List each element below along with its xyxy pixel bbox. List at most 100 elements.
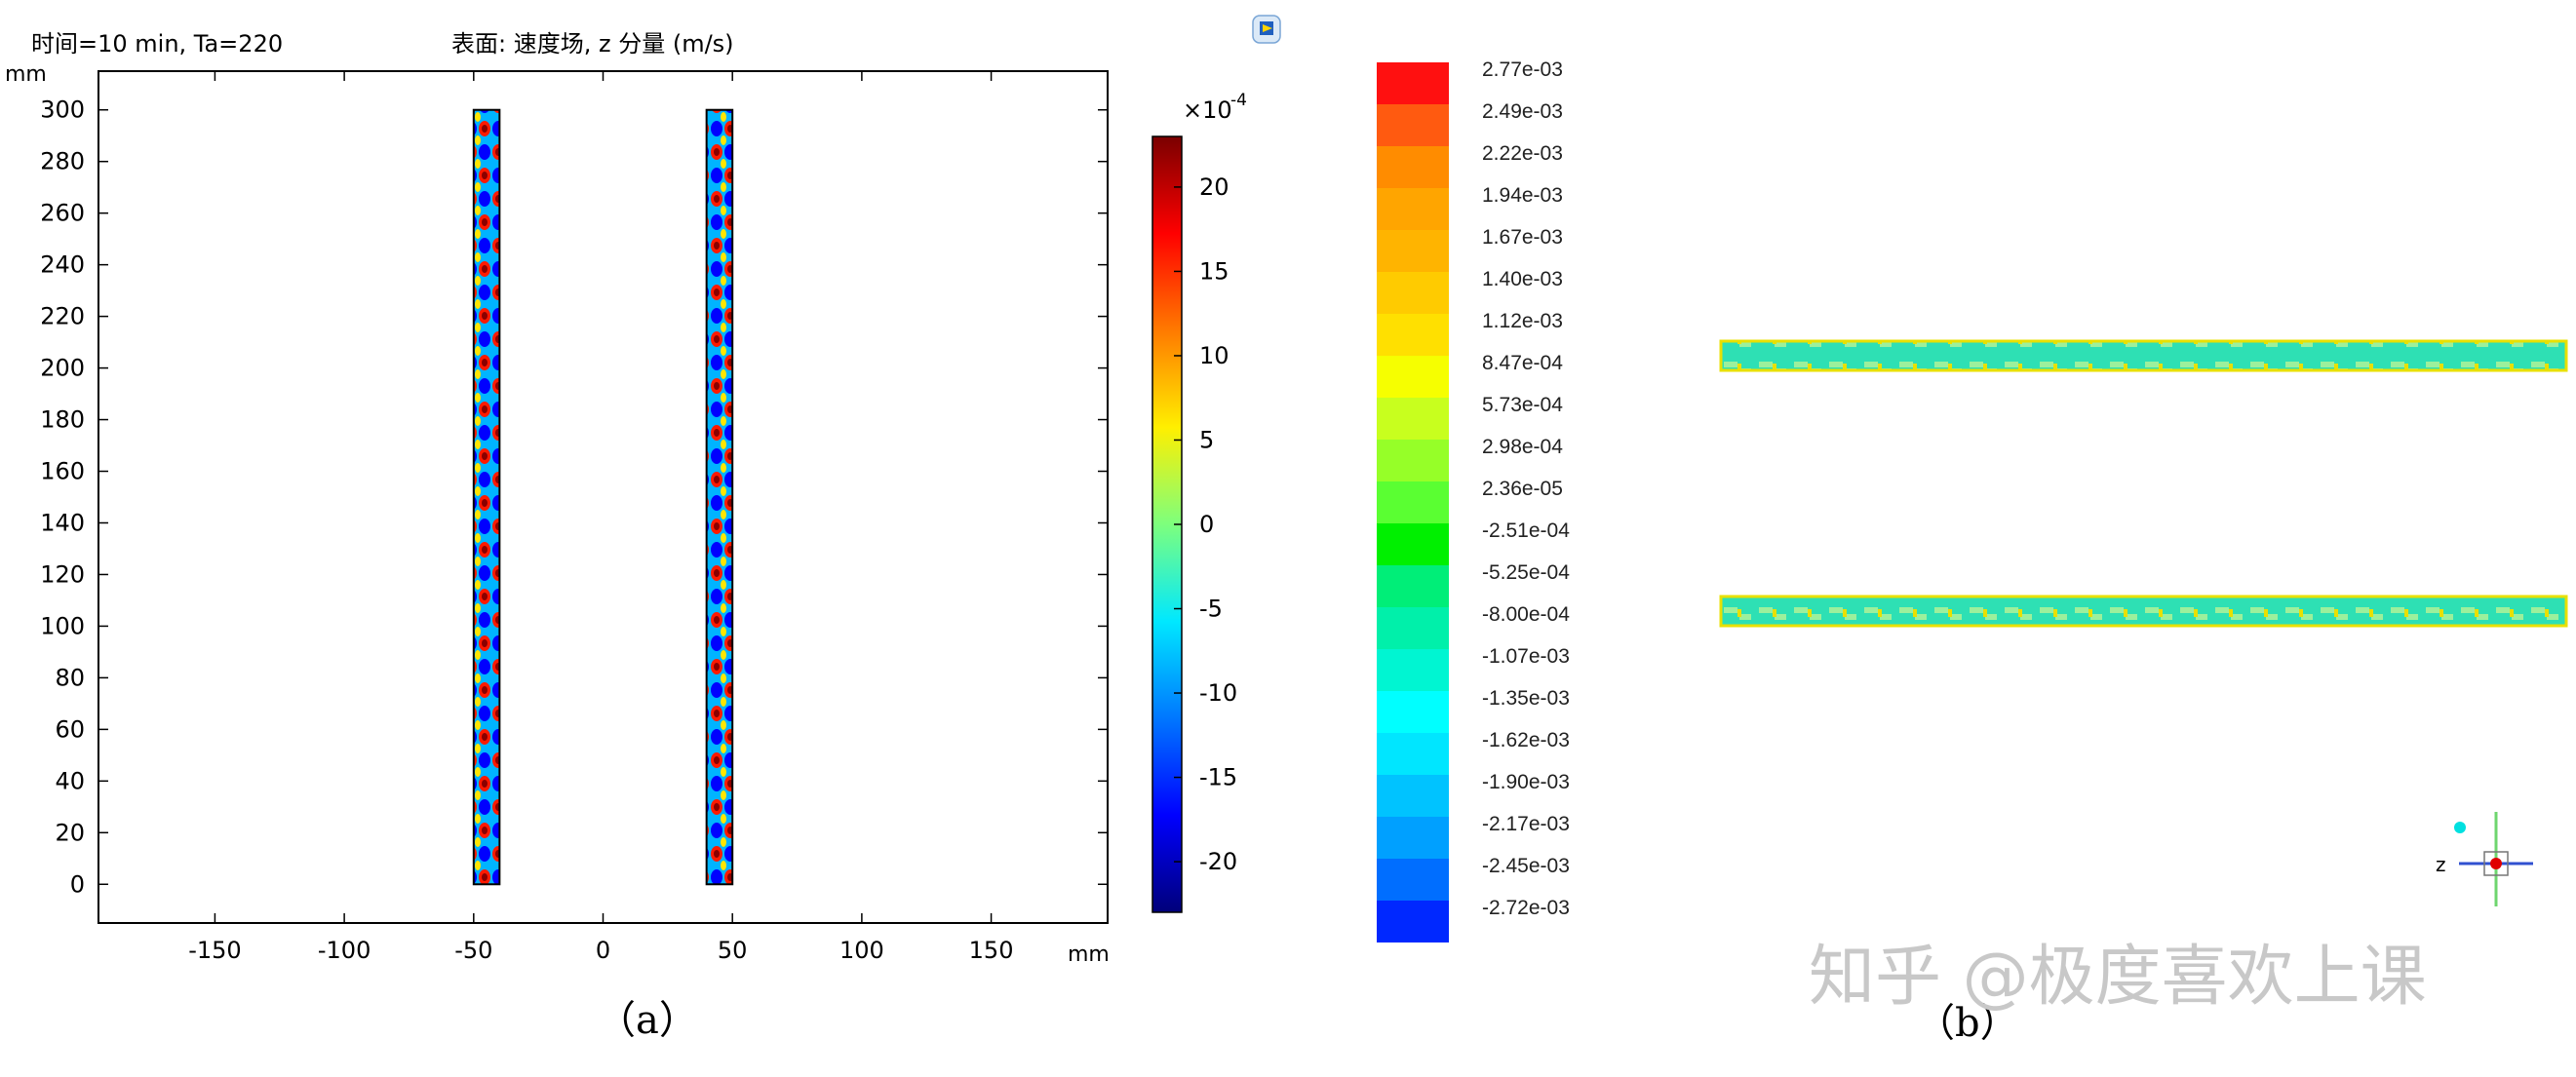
x-tick-label: -150 — [188, 937, 241, 964]
colorbar-tick-label: 10 — [1199, 342, 1229, 369]
y-tick-label: 240 — [40, 251, 85, 279]
velocity-plot: -150 -100 -50 0 50 100 150 0 20 40 60 80 100 120 140 1… — [40, 70, 1109, 964]
legend-swatch — [1377, 230, 1449, 272]
colorbar-ticks: 20 15 10 5 0 -5 -10 -15 -20 — [1174, 173, 1237, 875]
axis-triad: z — [2436, 812, 2533, 906]
legend-level-label: -1.07e-03 — [1482, 645, 1570, 668]
caption-a: （a） — [597, 998, 698, 1043]
y-tick-label: 140 — [40, 509, 85, 536]
watermark: 知乎 @极度喜欢上课 — [1809, 939, 2427, 1016]
x-unit-label: mm — [1068, 942, 1110, 967]
legend-swatch — [1377, 565, 1449, 607]
legend-swatch — [1377, 314, 1449, 356]
legend-level-label: 2.22e-03 — [1482, 142, 1563, 165]
legend-swatch — [1377, 104, 1449, 146]
legend-swatch — [1377, 523, 1449, 565]
colorbar-tick-label: 0 — [1199, 511, 1214, 538]
legend-level-label: 8.47e-04 — [1482, 352, 1563, 374]
legend-level-label: -1.62e-03 — [1482, 729, 1570, 751]
legend-swatch — [1377, 817, 1449, 859]
legend-level-label: -2.51e-04 — [1482, 519, 1570, 542]
colorbar-a: ×10 -4 20 15 10 5 0 -5 -10 -15 -20 — [1151, 91, 1247, 913]
y-tick-label: 0 — [70, 870, 85, 898]
legend-level-label: 1.12e-03 — [1482, 310, 1563, 332]
colorbar-tick-label: -5 — [1199, 596, 1223, 623]
legend-swatch — [1377, 733, 1449, 775]
colorbar-tick-label: 20 — [1199, 173, 1229, 201]
y-tick-label: 20 — [55, 819, 85, 846]
legend-level-label: 2.49e-03 — [1482, 100, 1563, 123]
legend-swatch — [1377, 356, 1449, 398]
x-tick-label: 150 — [969, 937, 1014, 964]
y-tick-label: 300 — [40, 96, 85, 124]
legend-swatch — [1377, 481, 1449, 523]
colorbar-tick-label: -10 — [1199, 679, 1237, 707]
legend-level-label: -2.45e-03 — [1482, 855, 1570, 877]
x-tick-label: -100 — [318, 937, 371, 964]
y-tick-label: 200 — [40, 355, 85, 382]
legend-level-label: 1.40e-03 — [1482, 268, 1563, 290]
legend-level-label: -1.35e-03 — [1482, 687, 1570, 710]
x-tick-label: -50 — [454, 937, 492, 964]
strip-lower — [1719, 595, 2568, 628]
app-icon — [1252, 15, 1281, 44]
legend-swatch — [1377, 398, 1449, 440]
y-tick-label: 220 — [40, 303, 85, 330]
y-tick-label: 40 — [55, 767, 85, 794]
legend-swatch — [1377, 859, 1449, 901]
colorbar-tick-label: -20 — [1199, 848, 1237, 875]
y-tick-label: 60 — [55, 715, 85, 743]
y-tick-label: 180 — [40, 406, 85, 434]
legend-level-label: 1.67e-03 — [1482, 226, 1563, 249]
legend-level-label: 2.36e-05 — [1482, 478, 1563, 500]
legend-level-label: -5.25e-04 — [1482, 561, 1570, 584]
legend-swatch — [1377, 649, 1449, 691]
legend-swatch — [1377, 188, 1449, 230]
legend-swatch — [1377, 691, 1449, 733]
legend-level-label: -1.90e-03 — [1482, 771, 1570, 793]
channel-regions — [472, 108, 734, 886]
contour-strips — [1719, 339, 2568, 628]
channel-region-2 — [705, 108, 734, 886]
strip-upper — [1719, 339, 2568, 372]
y-tick-label: 100 — [40, 612, 85, 639]
legend-swatch — [1377, 146, 1449, 188]
legend-level-label: -2.17e-03 — [1482, 813, 1570, 835]
legend-level-label: -8.00e-04 — [1482, 603, 1570, 626]
time-label: 时间=10 min, Ta=220 — [31, 30, 283, 58]
legend-level-label: 1.94e-03 — [1482, 184, 1563, 207]
y-tick-label: 160 — [40, 458, 85, 485]
colorbar-tick-label: -15 — [1199, 764, 1237, 791]
y-unit-label: mm — [5, 62, 47, 87]
legend-level-label: 5.73e-04 — [1482, 394, 1563, 416]
y-axis: 0 20 40 60 80 100 120 140 160 180 200 220 240 260 280 3… — [40, 96, 1108, 898]
legend-swatch — [1377, 440, 1449, 481]
legend-swatch — [1377, 775, 1449, 817]
colorbar-multiplier: ×10 — [1183, 96, 1232, 124]
axis-label-z: z — [2436, 853, 2446, 876]
plot-title: 表面: 速度场, z 分量 (m/s) — [451, 30, 734, 58]
legend-level-label: -2.72e-03 — [1482, 897, 1570, 919]
channel-region-1 — [472, 108, 501, 886]
colorbar-tick-label: 15 — [1199, 257, 1229, 285]
y-tick-label: 80 — [55, 664, 85, 691]
colorbar-tick-label: 5 — [1199, 426, 1214, 453]
legend-level-label: 2.77e-03 — [1482, 58, 1563, 81]
x-axis: -150 -100 -50 0 50 100 150 — [188, 71, 1013, 964]
legend-swatch — [1377, 272, 1449, 314]
y-tick-label: 120 — [40, 560, 85, 588]
y-tick-label: 280 — [40, 148, 85, 175]
x-tick-label: 0 — [596, 937, 610, 964]
legend-swatch — [1377, 901, 1449, 942]
x-tick-label: 50 — [718, 937, 748, 964]
x-tick-label: 100 — [839, 937, 884, 964]
plot-frame — [98, 70, 1109, 924]
y-tick-label: 260 — [40, 200, 85, 227]
legend-swatch — [1377, 62, 1449, 104]
caption-b: （b） — [1916, 1001, 2019, 1046]
legend-level-label: 2.98e-04 — [1482, 436, 1563, 458]
contour-legend: 2.77e-03 2.49e-03 2.22e-03 1.94e-03 1.67e-03… — [1377, 58, 1570, 942]
colorbar-exponent: -4 — [1230, 91, 1247, 110]
legend-swatch — [1377, 607, 1449, 649]
